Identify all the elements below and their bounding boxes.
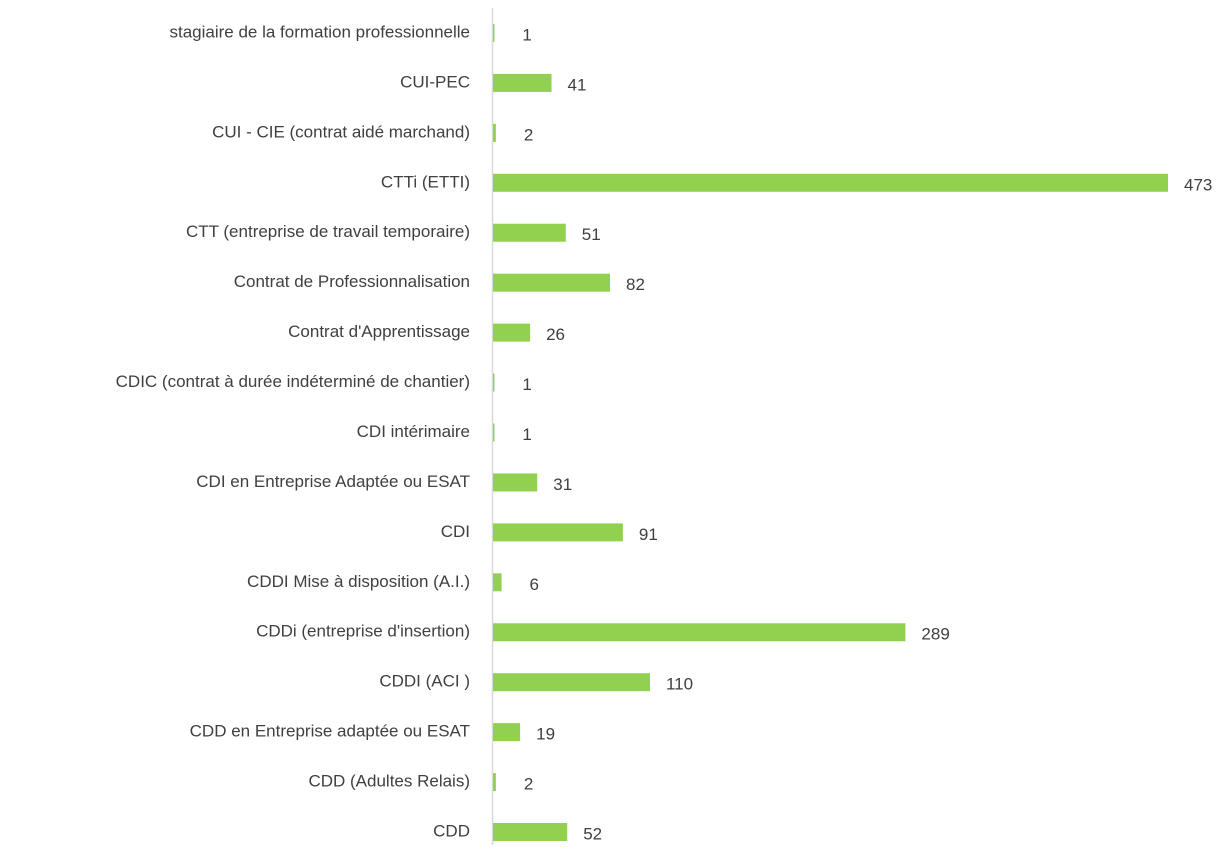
data-label: 91 bbox=[639, 525, 658, 544]
y-tick-label: Contrat de Professionnalisation bbox=[234, 272, 470, 291]
data-label: 2 bbox=[524, 125, 533, 144]
bar bbox=[493, 273, 611, 292]
bar bbox=[493, 323, 531, 342]
y-tick-label: CDI intérimaire bbox=[357, 422, 470, 441]
data-label: 82 bbox=[626, 275, 645, 294]
bar bbox=[493, 623, 906, 642]
data-label: 1 bbox=[522, 375, 531, 394]
data-label: 31 bbox=[553, 475, 572, 494]
data-label: 26 bbox=[546, 325, 565, 344]
data-label: 473 bbox=[1184, 175, 1212, 194]
y-tick-label: CDD (Adultes Relais) bbox=[308, 772, 470, 791]
data-label: 6 bbox=[530, 575, 539, 594]
data-label: 2 bbox=[524, 775, 533, 794]
y-tick-label: CUI - CIE (contrat aidé marchand) bbox=[212, 122, 470, 141]
data-label: 51 bbox=[582, 225, 601, 244]
bar bbox=[493, 73, 552, 92]
y-tick-label: CDD en Entreprise adaptée ou ESAT bbox=[190, 722, 470, 741]
bar bbox=[493, 773, 496, 792]
data-label: 1 bbox=[522, 25, 531, 44]
y-tick-label: CDDi (entreprise d'insertion) bbox=[256, 622, 470, 641]
y-tick-label: Contrat d'Apprentissage bbox=[288, 322, 470, 341]
bar bbox=[493, 723, 521, 742]
bar bbox=[493, 223, 566, 242]
data-label: 19 bbox=[536, 725, 555, 744]
data-label: 1 bbox=[522, 425, 531, 444]
y-tick-label: CDI en Entreprise Adaptée ou ESAT bbox=[196, 472, 470, 491]
bar bbox=[493, 173, 1168, 192]
bar bbox=[493, 573, 502, 592]
data-label: 110 bbox=[666, 675, 693, 694]
y-tick-label: CTTi (ETTI) bbox=[381, 172, 470, 191]
bar bbox=[493, 673, 650, 692]
data-label: 41 bbox=[568, 75, 587, 94]
y-tick-label: CDDI (ACI ) bbox=[379, 672, 470, 691]
bar bbox=[493, 123, 496, 142]
bar bbox=[493, 373, 495, 392]
y-tick-label: CUI-PEC bbox=[400, 72, 470, 91]
y-tick-label: stagiaire de la formation professionnell… bbox=[169, 22, 470, 41]
bar bbox=[493, 823, 568, 842]
bar bbox=[493, 23, 495, 42]
bar bbox=[493, 523, 623, 542]
y-tick-label: CDDI Mise à disposition (A.I.) bbox=[247, 572, 470, 591]
bar bbox=[493, 473, 538, 492]
data-label: 52 bbox=[583, 825, 602, 844]
y-tick-label: CDD bbox=[433, 822, 470, 841]
y-tick-label: CDIC (contrat à durée indéterminé de cha… bbox=[116, 372, 470, 391]
data-label: 289 bbox=[921, 625, 949, 644]
y-tick-label: CDI bbox=[441, 522, 470, 541]
bar bbox=[493, 423, 495, 442]
y-tick-label: CTT (entreprise de travail temporaire) bbox=[186, 222, 470, 241]
